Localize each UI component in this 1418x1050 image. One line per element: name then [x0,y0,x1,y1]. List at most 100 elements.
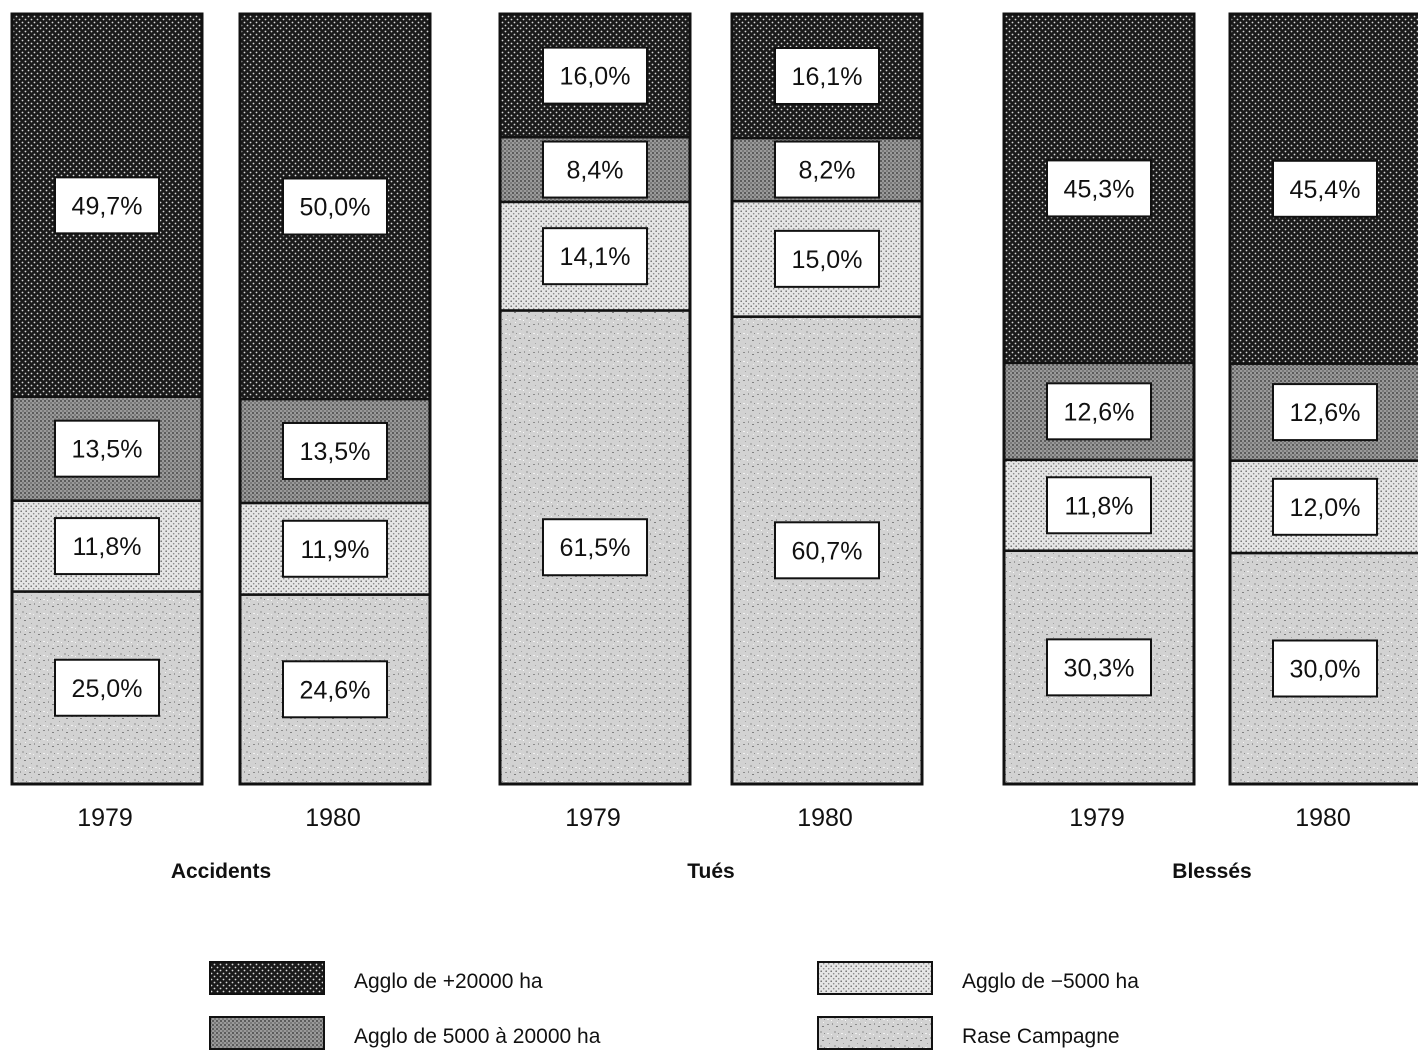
data-label-box [1046,638,1152,697]
data-label-accidents-1980-p20000: 50,0% [282,177,388,236]
data-label-text: 8,4% [567,157,624,185]
data-label-text: 11,8% [72,533,141,561]
data-label-box [774,140,880,199]
data-label-accidents-1979-p20000: 49,7% [54,176,160,235]
data-label-text: 12,6% [1290,399,1361,427]
data-label-text: 61,5% [560,534,631,562]
legend-label-m5000: Agglo de −5000 ha [962,970,1139,993]
data-label-blesses-1980-rase: 30,0% [1272,639,1378,698]
bars-layer [10,12,1418,786]
data-label-text: 45,3% [1064,175,1135,203]
legend-swatch-p20000 [209,961,325,995]
bar-frame-accidents-1979 [10,12,204,786]
data-label-text: 60,7% [792,537,863,565]
data-label-text: 50,0% [300,194,371,222]
labels-layer: 25,0% 11,8% 13,5% 49,7% 1979 24,6% 11,9% 13,5% 5… [54,46,1378,883]
bar-frame-tues-1979 [498,12,692,786]
data-label-box [542,518,648,577]
legend-swatch-rase [817,1016,933,1050]
data-label-text: 30,0% [1290,656,1361,684]
bar-frame-accidents-1980 [238,12,432,786]
data-label-text: 24,6% [300,676,371,704]
legend-item-p20000: Agglo de +20000 ha [209,961,543,995]
year-label-tues-1979: 1979 [565,804,621,832]
data-label-box [542,46,648,105]
data-label-text: 45,4% [1290,176,1361,204]
bar-frame-blesses-1980 [1228,12,1418,786]
data-label-blesses-1979-p20000: 45,3% [1046,159,1152,218]
data-label-tues-1979-p20000: 16,0% [542,46,648,105]
legend-item-a5000_20000: Agglo de 5000 à 20000 ha [209,1016,601,1050]
year-label-accidents-1980: 1980 [305,804,361,832]
data-label-blesses-1980-p20000: 45,4% [1272,159,1378,218]
data-label-text: 13,5% [72,436,143,464]
legend-swatch-a5000_20000 [209,1016,325,1050]
data-label-text: 30,3% [1064,654,1135,682]
data-label-box [1046,159,1152,218]
data-label-text: 15,0% [792,246,863,274]
data-label-tues-1979-a5000_20000: 8,4% [542,140,648,199]
group-title-accidents: Accidents [171,860,271,883]
data-label-tues-1979-rase: 61,5% [542,518,648,577]
data-label-box [1272,159,1378,218]
data-label-blesses-1979-rase: 30,3% [1046,638,1152,697]
data-label-text: 13,5% [300,438,371,466]
data-label-text: 16,0% [560,63,631,91]
year-label-blesses-1979: 1979 [1069,804,1125,832]
bar-frame-blesses-1979 [1002,12,1196,786]
data-label-box [1046,476,1152,535]
year-label-blesses-1980: 1980 [1295,804,1351,832]
data-label-box [1046,382,1152,441]
data-label-box [282,421,388,480]
group-title-tues: Tués [687,860,734,883]
data-label-tues-1980-a5000_20000: 8,2% [774,140,880,199]
data-label-box [542,227,648,286]
data-label-blesses-1979-m5000: 11,8% [1046,476,1152,535]
data-label-box [282,177,388,236]
legend: Agglo de +20000 ha Agglo de 5000 à 20000 … [209,961,1139,1050]
legend-label-a5000_20000: Agglo de 5000 à 20000 ha [354,1025,601,1048]
legend-label-p20000: Agglo de +20000 ha [354,970,543,993]
data-label-box [1272,639,1378,698]
data-label-accidents-1979-m5000: 11,8% [54,517,160,576]
data-label-box [774,46,880,105]
legend-item-rase: Rase Campagne [817,1016,1120,1050]
data-label-text: 12,0% [1290,494,1361,522]
data-label-blesses-1980-m5000: 12,0% [1272,477,1378,536]
bar-frame-tues-1980 [730,12,924,786]
data-label-text: 11,8% [1064,492,1133,520]
data-label-text: 49,7% [72,192,143,220]
data-label-text: 14,1% [560,243,631,271]
data-label-text: 12,6% [1064,398,1135,426]
data-label-box [542,140,648,199]
data-label-box [774,521,880,580]
data-label-text: 11,9% [300,536,369,564]
data-label-blesses-1980-a5000_20000: 12,6% [1272,383,1378,442]
data-label-box [774,229,880,288]
data-label-accidents-1980-m5000: 11,9% [282,519,388,578]
data-label-tues-1979-m5000: 14,1% [542,227,648,286]
group-title-blesses: Blessés [1172,860,1251,883]
data-label-text: 25,0% [72,675,143,703]
year-label-accidents-1979: 1979 [77,804,133,832]
data-label-box [54,419,160,478]
legend-label-rase: Rase Campagne [962,1025,1120,1048]
data-label-box [1272,383,1378,442]
data-label-box [282,660,388,719]
legend-item-m5000: Agglo de −5000 ha [817,961,1139,995]
data-label-blesses-1979-a5000_20000: 12,6% [1046,382,1152,441]
data-label-box [54,176,160,235]
data-label-box [54,517,160,576]
data-label-text: 16,1% [792,63,863,91]
data-label-box [1272,477,1378,536]
data-label-box [54,658,160,717]
data-label-tues-1980-rase: 60,7% [774,521,880,580]
data-label-accidents-1979-a5000_20000: 13,5% [54,419,160,478]
data-label-tues-1980-m5000: 15,0% [774,229,880,288]
data-label-box [282,519,388,578]
data-label-text: 8,2% [799,157,856,185]
data-label-tues-1980-p20000: 16,1% [774,46,880,105]
data-label-accidents-1980-rase: 24,6% [282,660,388,719]
year-label-tues-1980: 1980 [797,804,853,832]
